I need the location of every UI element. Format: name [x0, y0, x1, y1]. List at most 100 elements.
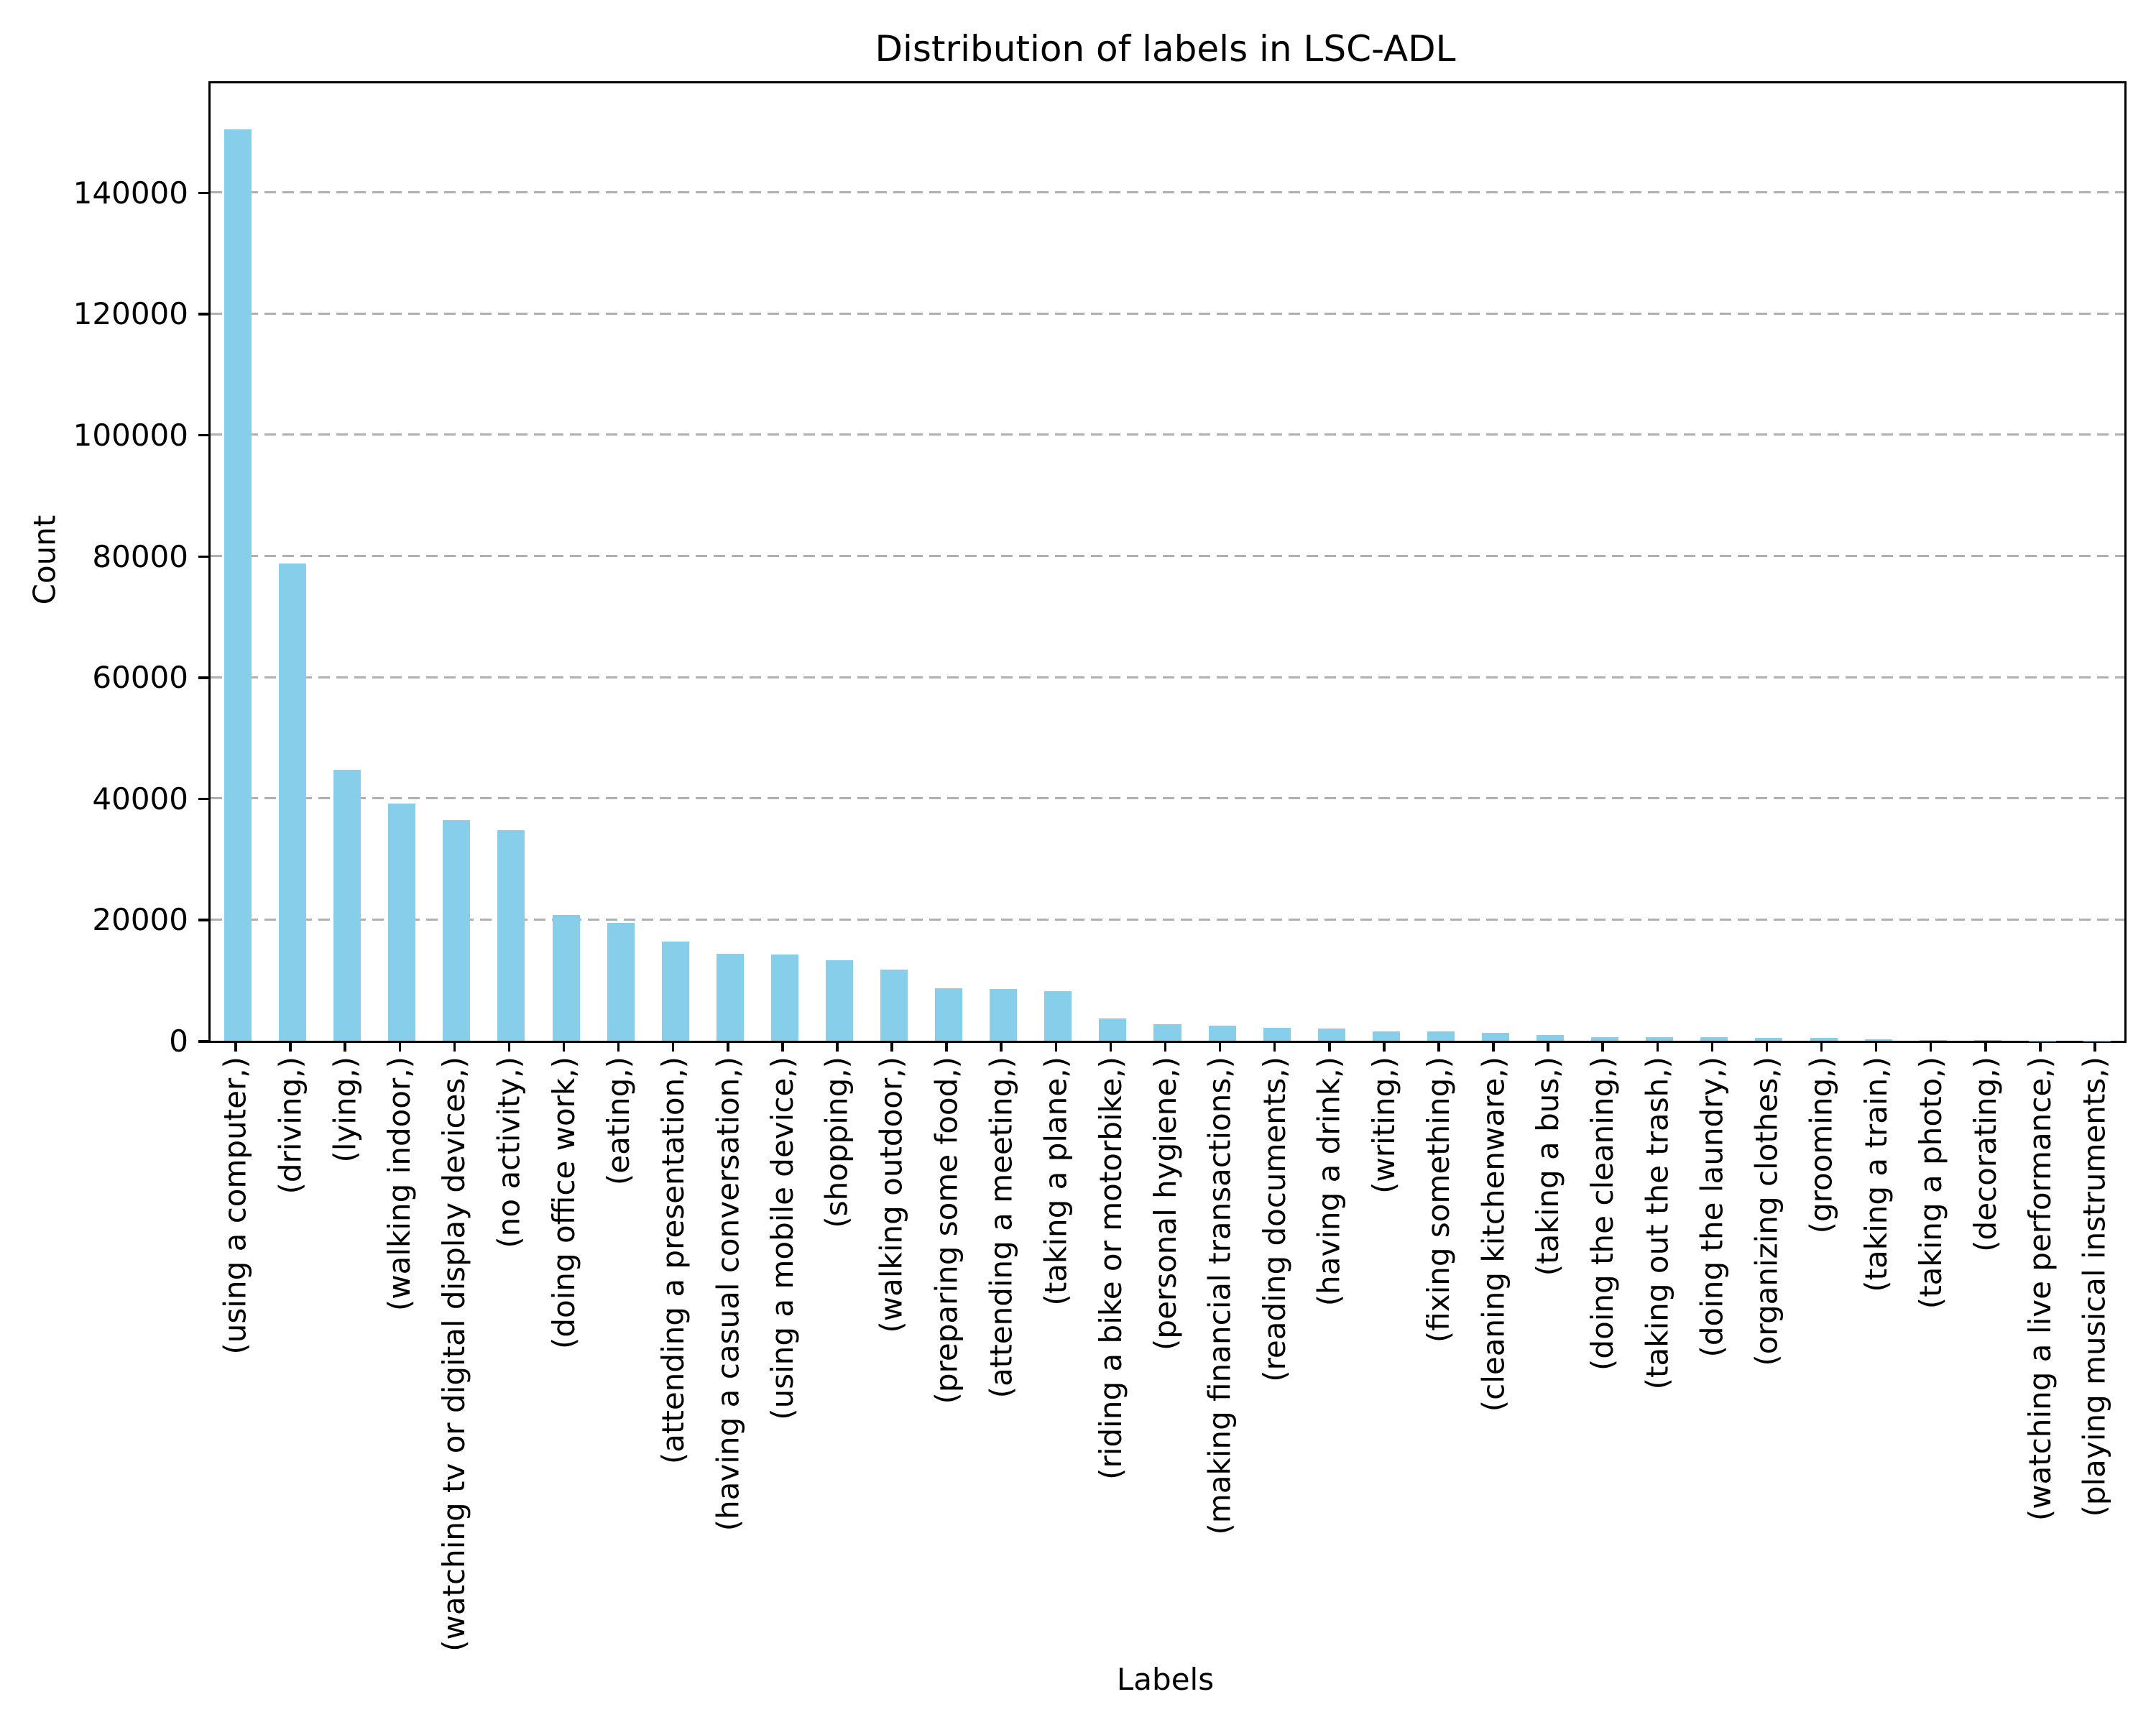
x-tick-label-text: (doing the laundry,) — [1694, 1057, 1730, 1358]
x-tick-label-text: (watching tv or digital display devices,… — [436, 1057, 472, 1652]
x-tick-3 — [344, 1041, 346, 1052]
y-tick-label-0: 0 — [169, 1024, 188, 1059]
x-tick-35 — [2093, 1041, 2096, 1052]
x-tick-label-text: (playing musical instruments,) — [2076, 1057, 2112, 1517]
plot-area — [208, 81, 2127, 1043]
y-tick-120000 — [198, 313, 208, 316]
y-tick-80000 — [198, 555, 208, 558]
bar-5 — [443, 820, 471, 1041]
y-tick-label-80000: 80000 — [92, 538, 188, 574]
x-tick-31 — [1874, 1041, 1878, 1052]
x-tick-label-text: (watching a live performance,) — [2022, 1057, 2058, 1522]
x-tick-22 — [1383, 1041, 1386, 1052]
bar-23 — [1427, 1031, 1455, 1041]
x-tick-16 — [1054, 1041, 1058, 1052]
x-tick-label-text: (personal hygiene,) — [1147, 1057, 1183, 1351]
gridline-60000 — [211, 676, 2124, 678]
bar-12 — [825, 960, 853, 1041]
x-tick-34 — [2039, 1041, 2042, 1052]
x-tick-label-text: (having a drink,) — [1311, 1057, 1347, 1307]
x-tick-12 — [836, 1041, 839, 1052]
y-tick-0 — [198, 1040, 208, 1043]
x-tick-label-text: (walking indoor,) — [382, 1057, 418, 1312]
x-axis-label: Labels — [1116, 1662, 1215, 1697]
y-tick-label-140000: 140000 — [73, 175, 188, 211]
gridline-80000 — [211, 555, 2124, 558]
bar-24 — [1481, 1032, 1510, 1041]
bar-3 — [333, 770, 361, 1041]
x-tick-label-text: (decorating,) — [1967, 1057, 2003, 1252]
gridline-100000 — [211, 433, 2124, 436]
x-tick-15 — [1000, 1041, 1003, 1052]
bar-30 — [1810, 1038, 1838, 1041]
y-tick-40000 — [198, 797, 208, 801]
x-tick-2 — [289, 1041, 292, 1052]
x-tick-label-text: (lying,) — [327, 1057, 363, 1163]
bar-27 — [1646, 1036, 1674, 1041]
bar-32 — [1919, 1039, 1947, 1041]
x-tick-17 — [1109, 1041, 1112, 1052]
bar-11 — [770, 954, 798, 1041]
y-axis-label-text: Count — [27, 515, 63, 605]
x-tick-label-text: (fixing something,) — [1420, 1057, 1456, 1343]
x-tick-19 — [1218, 1041, 1222, 1052]
x-tick-33 — [1984, 1041, 1987, 1052]
x-tick-label-text: (writing,) — [1365, 1057, 1401, 1194]
bar-13 — [880, 970, 908, 1041]
bar-22 — [1372, 1031, 1400, 1041]
bar-9 — [661, 941, 689, 1041]
x-tick-label-text: (eating,) — [600, 1057, 636, 1186]
x-tick-32 — [1929, 1041, 1932, 1052]
bar-2 — [279, 563, 307, 1041]
y-tick-label-120000: 120000 — [73, 296, 188, 332]
y-tick-20000 — [198, 919, 208, 921]
y-tick-label-60000: 60000 — [92, 660, 188, 696]
bar-10 — [716, 953, 744, 1041]
x-tick-23 — [1437, 1041, 1440, 1052]
gridline-40000 — [211, 797, 2124, 800]
x-tick-label-text: (attending a presentation,) — [655, 1057, 691, 1465]
x-tick-label-text: (preparing some food,) — [929, 1057, 964, 1404]
y-tick-100000 — [198, 433, 208, 437]
x-tick-label-text: (cleaning kitchenware,) — [1475, 1057, 1511, 1412]
bar-28 — [1700, 1036, 1728, 1041]
x-tick-label-text: (taking a bus,) — [1530, 1057, 1566, 1276]
x-tick-30 — [1820, 1041, 1823, 1052]
x-tick-label-text: (no activity,) — [491, 1057, 527, 1248]
bar-20 — [1263, 1028, 1291, 1041]
gridline-120000 — [211, 312, 2124, 315]
bar-33 — [1973, 1040, 2001, 1041]
x-tick-28 — [1710, 1041, 1714, 1052]
x-tick-label-text: (having a casual conversation,) — [709, 1057, 745, 1532]
bar-29 — [1755, 1038, 1783, 1041]
x-tick-label-text: (taking a photo,) — [1912, 1057, 1948, 1310]
x-tick-label-text: (reading documents,) — [1256, 1057, 1292, 1382]
bar-14 — [935, 988, 963, 1041]
x-tick-label-text: (doing office work,) — [545, 1057, 581, 1349]
bar-4 — [388, 804, 416, 1041]
x-tick-4 — [398, 1041, 402, 1052]
x-tick-18 — [1164, 1041, 1167, 1052]
x-tick-5 — [453, 1041, 456, 1052]
gridline-140000 — [211, 191, 2124, 194]
x-tick-label-text: (organizing clothes,) — [1749, 1057, 1784, 1366]
x-tick-10 — [727, 1041, 729, 1052]
bar-21 — [1317, 1029, 1345, 1041]
x-tick-label-text: (shopping,) — [819, 1057, 854, 1228]
y-tick-label-40000: 40000 — [92, 781, 188, 816]
x-tick-7 — [562, 1041, 566, 1052]
x-tick-label-text: (grooming,) — [1803, 1057, 1839, 1234]
x-tick-label-text: (doing the cleaning,) — [1585, 1057, 1621, 1371]
x-tick-label-text: (riding a bike or motorbike,) — [1092, 1057, 1128, 1480]
x-tick-21 — [1328, 1041, 1331, 1052]
bar-16 — [1044, 991, 1072, 1041]
x-tick-8 — [617, 1041, 620, 1052]
x-tick-13 — [890, 1041, 893, 1052]
x-tick-9 — [671, 1041, 675, 1052]
gridline-20000 — [211, 918, 2124, 921]
bar-7 — [552, 915, 580, 1041]
bar-8 — [607, 923, 635, 1041]
x-tick-label-text: (taking a plane,) — [1038, 1057, 1074, 1306]
x-tick-6 — [507, 1041, 511, 1052]
